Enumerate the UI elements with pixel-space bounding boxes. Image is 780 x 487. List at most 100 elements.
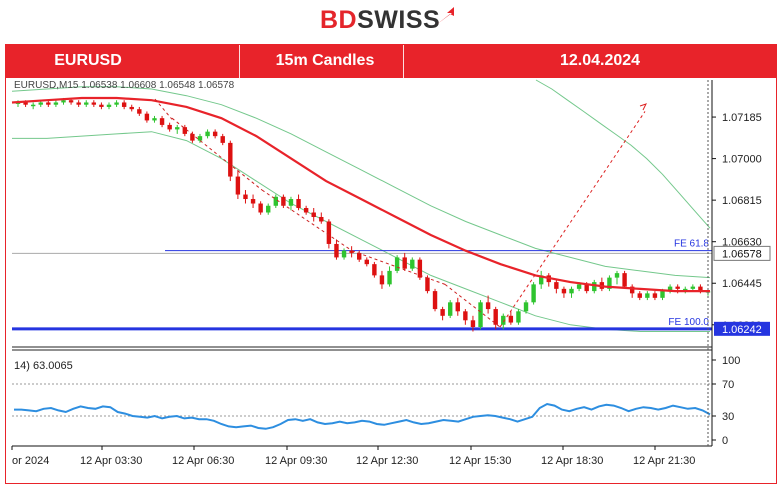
candle-body — [220, 136, 225, 143]
candle-body — [303, 208, 309, 213]
candle-body — [212, 131, 218, 137]
y-tick-label: 1.07185 — [722, 112, 762, 124]
candle-body — [243, 194, 248, 200]
candle-body — [683, 288, 688, 291]
trend-arrow-head — [639, 103, 647, 111]
candle-body — [197, 136, 203, 141]
candle-body — [357, 252, 362, 260]
x-tick-label: 12 Apr 21:30 — [633, 455, 695, 467]
candle-body — [516, 311, 521, 323]
candle-body — [501, 315, 506, 325]
candle-body — [334, 243, 339, 258]
candle-body — [698, 286, 703, 292]
header-divider — [403, 44, 404, 78]
band-upper-line — [11, 86, 711, 279]
candle-body — [190, 133, 195, 141]
current-price-label: 1.06578 — [722, 248, 762, 260]
x-tick-label: 12 Apr 18:30 — [541, 455, 603, 467]
header-timeframe: 15m Candles — [275, 52, 375, 69]
candle-body — [91, 102, 97, 105]
candle-body — [652, 293, 658, 298]
candle-body — [493, 309, 498, 325]
brand-part-1: BD — [320, 6, 358, 34]
brand-arrow-icon — [436, 7, 454, 25]
candle-body — [637, 293, 642, 298]
candle-body — [38, 102, 43, 105]
candle-body — [121, 102, 127, 107]
candle-body — [61, 100, 66, 103]
brand-wordmark: BDSWISS — [320, 6, 440, 35]
candle-body — [15, 102, 21, 104]
ma-red-line — [11, 96, 710, 293]
candle-body — [402, 257, 407, 269]
trend-dashed-up — [499, 111, 646, 328]
osc-tick-label: 100 — [722, 355, 740, 367]
candle-body — [99, 104, 104, 107]
candle-body — [432, 291, 438, 310]
candle-body — [584, 284, 589, 292]
trend-dashed-down — [154, 98, 501, 328]
candle-body — [175, 127, 180, 130]
candle-body — [675, 286, 680, 289]
candle-body — [387, 270, 392, 285]
candle-body — [592, 282, 597, 292]
candle-body — [76, 102, 81, 105]
chart-header: EURUSD 15m Candles 12.04.2024 — [5, 44, 777, 78]
candle-body — [523, 302, 529, 312]
candle-body — [129, 106, 134, 110]
candle-body — [410, 259, 415, 269]
candle-body — [326, 221, 332, 244]
candle-body — [463, 311, 468, 321]
candle-body — [288, 199, 294, 206]
candle-body — [372, 264, 377, 276]
candle-body — [250, 199, 256, 204]
ohlc-line-label: EURUSD,M15 1.06538 1.06608 1.06548 1.065… — [14, 80, 235, 91]
candle-body — [440, 309, 445, 316]
osc-tick-label: 30 — [722, 411, 734, 423]
candle-body — [228, 142, 233, 177]
candle-body — [379, 275, 385, 285]
candle-body — [53, 102, 59, 105]
osc-tick-label: 0 — [722, 435, 728, 447]
header-divider — [239, 44, 240, 78]
candle-body — [235, 176, 241, 195]
candle-body — [137, 109, 142, 114]
candle-body — [23, 102, 28, 105]
ma-green-steep-line — [535, 79, 711, 229]
candle-body — [114, 102, 119, 105]
current-price-box — [713, 245, 771, 261]
candle-body — [576, 284, 582, 289]
candle-body — [30, 104, 36, 107]
candle-body — [531, 284, 536, 303]
candle-body — [690, 286, 696, 289]
candle-body — [607, 277, 612, 289]
y-tick-label: 1.06445 — [722, 278, 762, 290]
candle-body — [296, 199, 301, 209]
candle-body — [629, 286, 635, 294]
candle-body — [667, 286, 673, 292]
candle-body — [106, 104, 112, 107]
candle-body — [84, 102, 89, 105]
candle-body — [394, 257, 400, 271]
candle-body — [569, 288, 574, 294]
candle-body — [417, 259, 423, 278]
fe-price-box — [714, 321, 770, 336]
x-tick-label: 12 Apr 03:30 — [80, 455, 142, 467]
oscillator-panel: 14) 63.0065 — [12, 360, 712, 430]
candle-body — [554, 282, 559, 289]
band-lower-line — [12, 131, 710, 332]
osc-tick-label: 70 — [722, 379, 734, 391]
candle-body — [159, 118, 165, 125]
candle-body — [478, 302, 483, 328]
x-tick-label: 12 Apr 06:30 — [172, 455, 234, 467]
candle-body — [455, 302, 460, 312]
candle-body — [561, 288, 567, 294]
candle-body — [645, 293, 650, 298]
fe-61-8-level-label: FE 61.8 — [674, 239, 709, 250]
fe-price-label: 1.06242 — [722, 324, 762, 336]
candle-body — [660, 291, 665, 298]
candle-body — [425, 277, 430, 292]
candle-body — [144, 113, 150, 121]
candle-body — [266, 205, 271, 213]
